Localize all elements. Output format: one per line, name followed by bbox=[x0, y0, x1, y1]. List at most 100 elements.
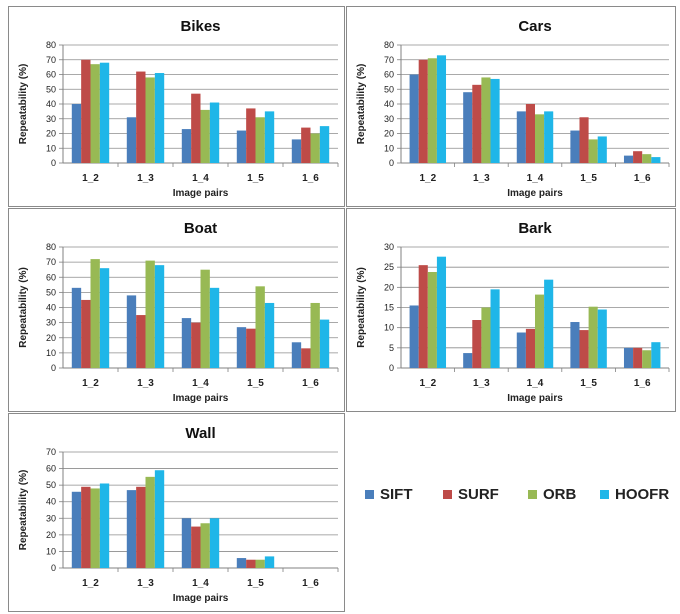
bar-surf-1-4 bbox=[191, 322, 201, 368]
x-tick-label: 1_6 bbox=[634, 173, 651, 184]
y-axis-title: Repeatability (%) bbox=[18, 470, 29, 551]
bar-hoofr-1-6 bbox=[319, 319, 330, 368]
y-tick-label: 20 bbox=[46, 129, 56, 139]
chart-cars: Cars 0 10 20 30 40 50 60 70 80 1_2 1_3 1_4 1_5 1_6 Imag… bbox=[356, 18, 670, 199]
bar-surf-1-3 bbox=[136, 486, 146, 568]
y-tick-label: 25 bbox=[384, 262, 394, 272]
y-tick-label: 20 bbox=[384, 282, 394, 292]
bar-hoofr-1-2 bbox=[99, 62, 110, 164]
bar-orb-1-5 bbox=[588, 306, 598, 368]
bar-sift-1-6 bbox=[623, 347, 634, 368]
bar-sift-1-4 bbox=[181, 318, 192, 368]
bar-hoofr-1-3 bbox=[490, 78, 500, 163]
x-tick-label: 1_6 bbox=[302, 173, 319, 184]
bar-hoofr-1-2 bbox=[436, 256, 447, 368]
bar-sift-1-3 bbox=[126, 295, 137, 368]
bar-orb-1-4 bbox=[535, 294, 545, 368]
y-tick-label: 5 bbox=[389, 343, 394, 353]
y-tick-label: 0 bbox=[389, 363, 394, 373]
y-tick-label: 30 bbox=[384, 242, 394, 252]
chart-title: Cars bbox=[518, 18, 551, 35]
bar-orb-1-4 bbox=[535, 114, 545, 163]
legend-label-surf: SURF bbox=[458, 485, 499, 503]
x-tick-label: 1_3 bbox=[473, 173, 490, 184]
y-axis-title: Repeatability (%) bbox=[356, 64, 367, 145]
bar-orb-1-5 bbox=[255, 286, 265, 368]
x-tick-label: 1_5 bbox=[580, 173, 597, 184]
bar-sift-1-2 bbox=[409, 74, 419, 163]
y-tick-label: 10 bbox=[384, 143, 394, 153]
chart-panel-bikes: Bikes 0 10 20 30 40 50 60 70 80 1_2 1_3 1_4 1_5 1_6 Ima… bbox=[8, 6, 345, 207]
bar-hoofr-1-4 bbox=[209, 102, 220, 163]
y-tick-label: 40 bbox=[46, 303, 56, 313]
bar-hoofr-1-6 bbox=[319, 126, 330, 163]
x-tick-label: 1_4 bbox=[527, 378, 544, 389]
bar-orb-1-3 bbox=[481, 77, 491, 163]
bar-sift-1-5 bbox=[236, 327, 247, 368]
bar-orb-1-6 bbox=[310, 133, 320, 163]
bar-hoofr-1-2 bbox=[99, 268, 110, 368]
bar-sift-1-5 bbox=[570, 130, 580, 163]
chart-wall: Wall 0 10 20 30 40 50 60 70 1_2 1_3 1_4 1_5 1_6 Image … bbox=[18, 425, 339, 604]
chart-bikes: Bikes 0 10 20 30 40 50 60 70 80 1_2 1_3 1_4 1_5 1_6 Ima… bbox=[18, 18, 339, 199]
legend-swatch-sift bbox=[365, 489, 374, 499]
legend-swatch-orb bbox=[528, 489, 537, 499]
bar-orb-1-3 bbox=[481, 307, 491, 368]
x-tick-label: 1_2 bbox=[82, 578, 99, 589]
bar-orb-1-3 bbox=[145, 77, 155, 163]
bar-sift-1-6 bbox=[623, 155, 634, 163]
y-tick-label: 80 bbox=[46, 242, 56, 252]
chart-panel-wall: Wall 0 10 20 30 40 50 60 70 1_2 1_3 1_4 1_5 1_6 Image … bbox=[8, 413, 345, 612]
chart-title: Wall bbox=[185, 425, 215, 442]
x-tick-label: 1_4 bbox=[192, 578, 209, 589]
bar-orb-1-5 bbox=[588, 139, 598, 163]
bar-hoofr-1-4 bbox=[544, 111, 554, 163]
legend-item-surf: SURF bbox=[443, 484, 499, 504]
bar-surf-1-6 bbox=[633, 347, 643, 368]
y-tick-label: 10 bbox=[46, 143, 56, 153]
y-tick-label: 80 bbox=[384, 40, 394, 50]
y-tick-label: 70 bbox=[46, 55, 56, 65]
legend-item-hoofr: HOOFR bbox=[600, 484, 669, 504]
bar-hoofr-1-5 bbox=[597, 309, 607, 368]
y-tick-label: 60 bbox=[46, 464, 56, 474]
y-axis-title: Repeatability (%) bbox=[356, 267, 367, 348]
bar-hoofr-1-5 bbox=[264, 302, 275, 368]
bar-orb-1-3 bbox=[145, 476, 155, 568]
x-tick-label: 1_3 bbox=[473, 378, 490, 389]
x-axis-title: Image pairs bbox=[507, 188, 563, 199]
bar-surf-1-2 bbox=[81, 486, 91, 568]
bar-hoofr-1-3 bbox=[154, 73, 165, 163]
bar-sift-1-6 bbox=[291, 342, 302, 368]
bar-orb-1-2 bbox=[90, 488, 100, 568]
x-axis-title: Image pairs bbox=[173, 188, 229, 199]
bar-hoofr-1-3 bbox=[154, 265, 165, 368]
y-tick-label: 50 bbox=[46, 287, 56, 297]
chart-panel-bark: Bark 0 5 10 15 20 25 30 1_2 1_3 1_4 1_5 1_6 Image pai… bbox=[346, 208, 676, 412]
y-tick-label: 30 bbox=[46, 318, 56, 328]
x-tick-label: 1_2 bbox=[82, 378, 99, 389]
y-tick-label: 20 bbox=[384, 129, 394, 139]
bar-surf-1-3 bbox=[136, 315, 146, 368]
bar-orb-1-5 bbox=[255, 117, 265, 163]
bar-orb-1-2 bbox=[90, 259, 100, 368]
y-tick-label: 30 bbox=[46, 513, 56, 523]
bar-surf-1-2 bbox=[418, 265, 428, 368]
bar-orb-1-4 bbox=[200, 269, 210, 368]
y-tick-label: 20 bbox=[46, 530, 56, 540]
legend-label-orb: ORB bbox=[543, 485, 577, 503]
bar-surf-1-5 bbox=[246, 108, 256, 163]
y-tick-label: 10 bbox=[46, 348, 56, 358]
bar-surf-1-3 bbox=[136, 71, 146, 163]
bar-surf-1-5 bbox=[579, 117, 589, 163]
y-tick-label: 50 bbox=[46, 480, 56, 490]
bar-sift-1-5 bbox=[236, 558, 247, 568]
x-tick-label: 1_6 bbox=[302, 578, 319, 589]
bar-sift-1-4 bbox=[516, 111, 526, 163]
bar-surf-1-3 bbox=[472, 320, 482, 368]
bar-sift-1-3 bbox=[126, 490, 137, 568]
y-axis-title: Repeatability (%) bbox=[18, 64, 29, 145]
y-tick-label: 70 bbox=[46, 257, 56, 267]
bar-surf-1-2 bbox=[81, 59, 91, 163]
bar-surf-1-4 bbox=[525, 328, 535, 368]
